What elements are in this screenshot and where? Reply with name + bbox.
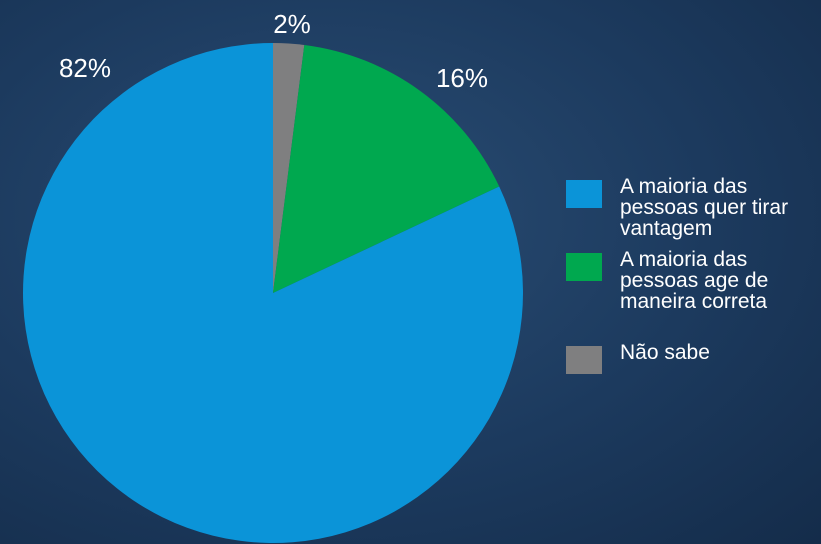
- pie-slice: [273, 44, 500, 293]
- legend-swatch: [566, 346, 602, 374]
- legend-item: Não sabe: [566, 341, 816, 374]
- value-label: 2%: [273, 9, 311, 39]
- legend: A maioria das pessoas quer tirar vantage…: [566, 176, 816, 374]
- pie-slice: [22, 43, 523, 543]
- legend-label: A maioria das pessoas age de maneira cor…: [620, 248, 769, 313]
- legend-label: Não sabe: [620, 341, 710, 364]
- legend-swatch: [566, 180, 602, 208]
- legend-label: A maioria das pessoas quer tirar vantage…: [620, 175, 789, 240]
- legend-item: A maioria das pessoas quer tirar vantage…: [566, 176, 816, 239]
- pie-slice: [273, 43, 305, 293]
- value-label: 82%: [59, 53, 111, 83]
- value-label: 16%: [436, 63, 488, 93]
- legend-swatch: [566, 253, 602, 281]
- legend-item: A maioria das pessoas age de maneira cor…: [566, 249, 816, 312]
